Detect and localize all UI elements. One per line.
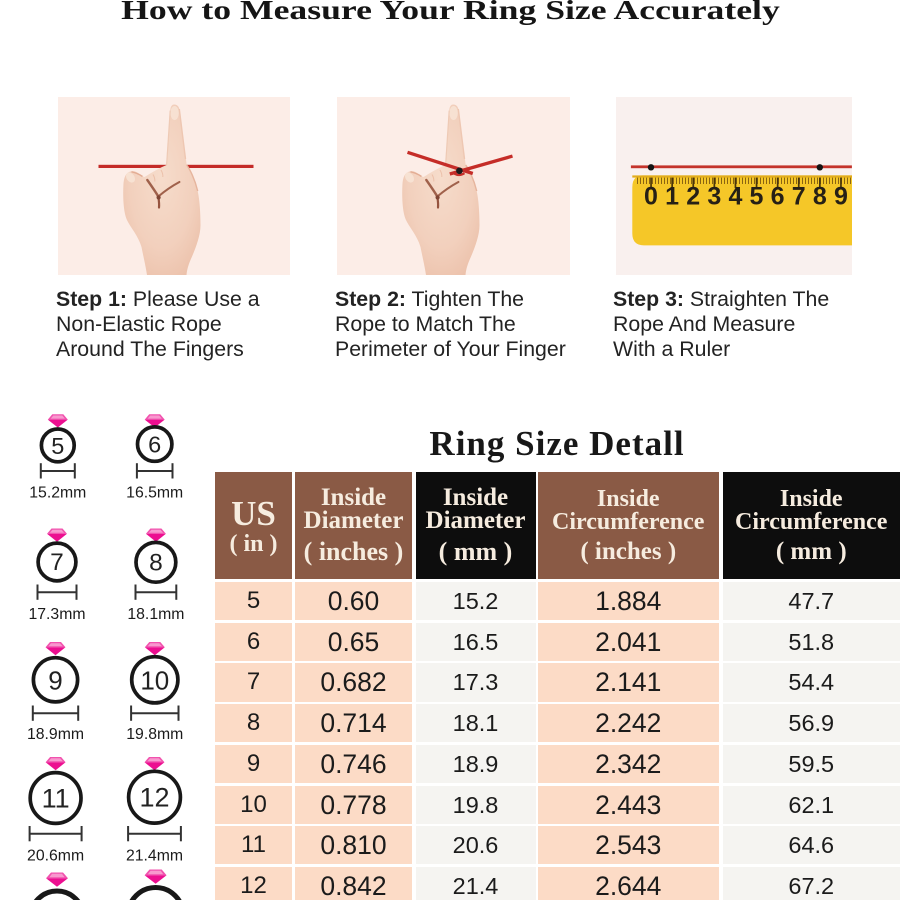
svg-text:12: 12 xyxy=(139,783,169,813)
svg-text:6: 6 xyxy=(771,183,785,211)
svg-text:18.9mm: 18.9mm xyxy=(27,726,84,743)
svg-text:16.5mm: 16.5mm xyxy=(126,484,183,501)
svg-text:20.6mm: 20.6mm xyxy=(27,847,84,864)
svg-text:9: 9 xyxy=(834,183,848,211)
svg-text:6: 6 xyxy=(148,432,161,458)
svg-text:7: 7 xyxy=(792,183,806,211)
svg-text:18.1mm: 18.1mm xyxy=(127,606,184,623)
svg-text:1: 1 xyxy=(665,183,679,211)
svg-text:0: 0 xyxy=(644,183,658,211)
svg-text:5: 5 xyxy=(750,183,764,211)
svg-text:17.3mm: 17.3mm xyxy=(28,606,85,623)
svg-text:8: 8 xyxy=(149,549,163,576)
svg-text:19.8mm: 19.8mm xyxy=(126,726,183,743)
svg-text:3: 3 xyxy=(707,183,721,211)
svg-text:21.4mm: 21.4mm xyxy=(126,847,183,864)
svg-text:4: 4 xyxy=(728,183,742,211)
svg-text:7: 7 xyxy=(50,549,64,576)
svg-text:2: 2 xyxy=(686,183,700,211)
svg-text:10: 10 xyxy=(140,665,169,695)
svg-text:9: 9 xyxy=(48,665,62,695)
svg-text:15.2mm: 15.2mm xyxy=(29,484,86,501)
svg-text:8: 8 xyxy=(813,183,827,211)
svg-text:11: 11 xyxy=(42,784,70,814)
svg-text:5: 5 xyxy=(51,433,64,459)
